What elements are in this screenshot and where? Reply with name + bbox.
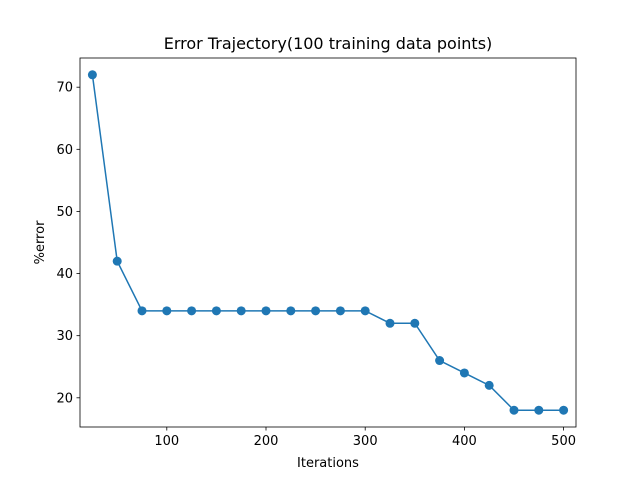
data-point	[87, 70, 97, 80]
y-axis-label: %error	[33, 220, 48, 264]
data-point	[236, 306, 246, 316]
data-point	[112, 256, 122, 266]
chart-title: Error Trajectory(100 training data point…	[164, 34, 493, 53]
x-tick-label: 200	[254, 434, 279, 449]
plot-frame	[79, 57, 577, 428]
x-tick-label: 300	[353, 434, 378, 449]
x-tick-label: 100	[154, 434, 179, 449]
data-point	[534, 405, 544, 415]
data-point	[484, 380, 494, 390]
y-tick-label: 20	[56, 391, 73, 406]
series-layer	[87, 70, 569, 415]
data-point	[162, 306, 172, 316]
data-point	[435, 356, 445, 366]
y-tick-label: 60	[56, 143, 73, 158]
data-point	[509, 405, 519, 415]
x-tick-label: 400	[452, 434, 477, 449]
x-axis-ticks: 100 200 300 400 500	[154, 427, 576, 449]
data-point	[360, 306, 370, 316]
x-tick-label: 500	[551, 434, 576, 449]
data-point	[335, 306, 345, 316]
plot-area	[80, 58, 576, 427]
y-tick-label: 50	[56, 205, 73, 220]
data-point	[211, 306, 221, 316]
data-point	[559, 405, 569, 415]
y-tick-label: 30	[56, 329, 73, 344]
data-point	[187, 306, 197, 316]
data-point	[286, 306, 296, 316]
y-tick-label: 40	[56, 267, 73, 282]
data-point	[137, 306, 147, 316]
x-axis-label: Iterations	[297, 456, 359, 471]
data-point	[459, 368, 469, 378]
data-point	[261, 306, 271, 316]
data-point	[311, 306, 321, 316]
data-point	[385, 318, 395, 328]
data-point	[410, 318, 420, 328]
y-tick-label: 70	[56, 81, 73, 96]
y-axis-ticks: 20 30 40 50 60 70	[56, 81, 80, 406]
